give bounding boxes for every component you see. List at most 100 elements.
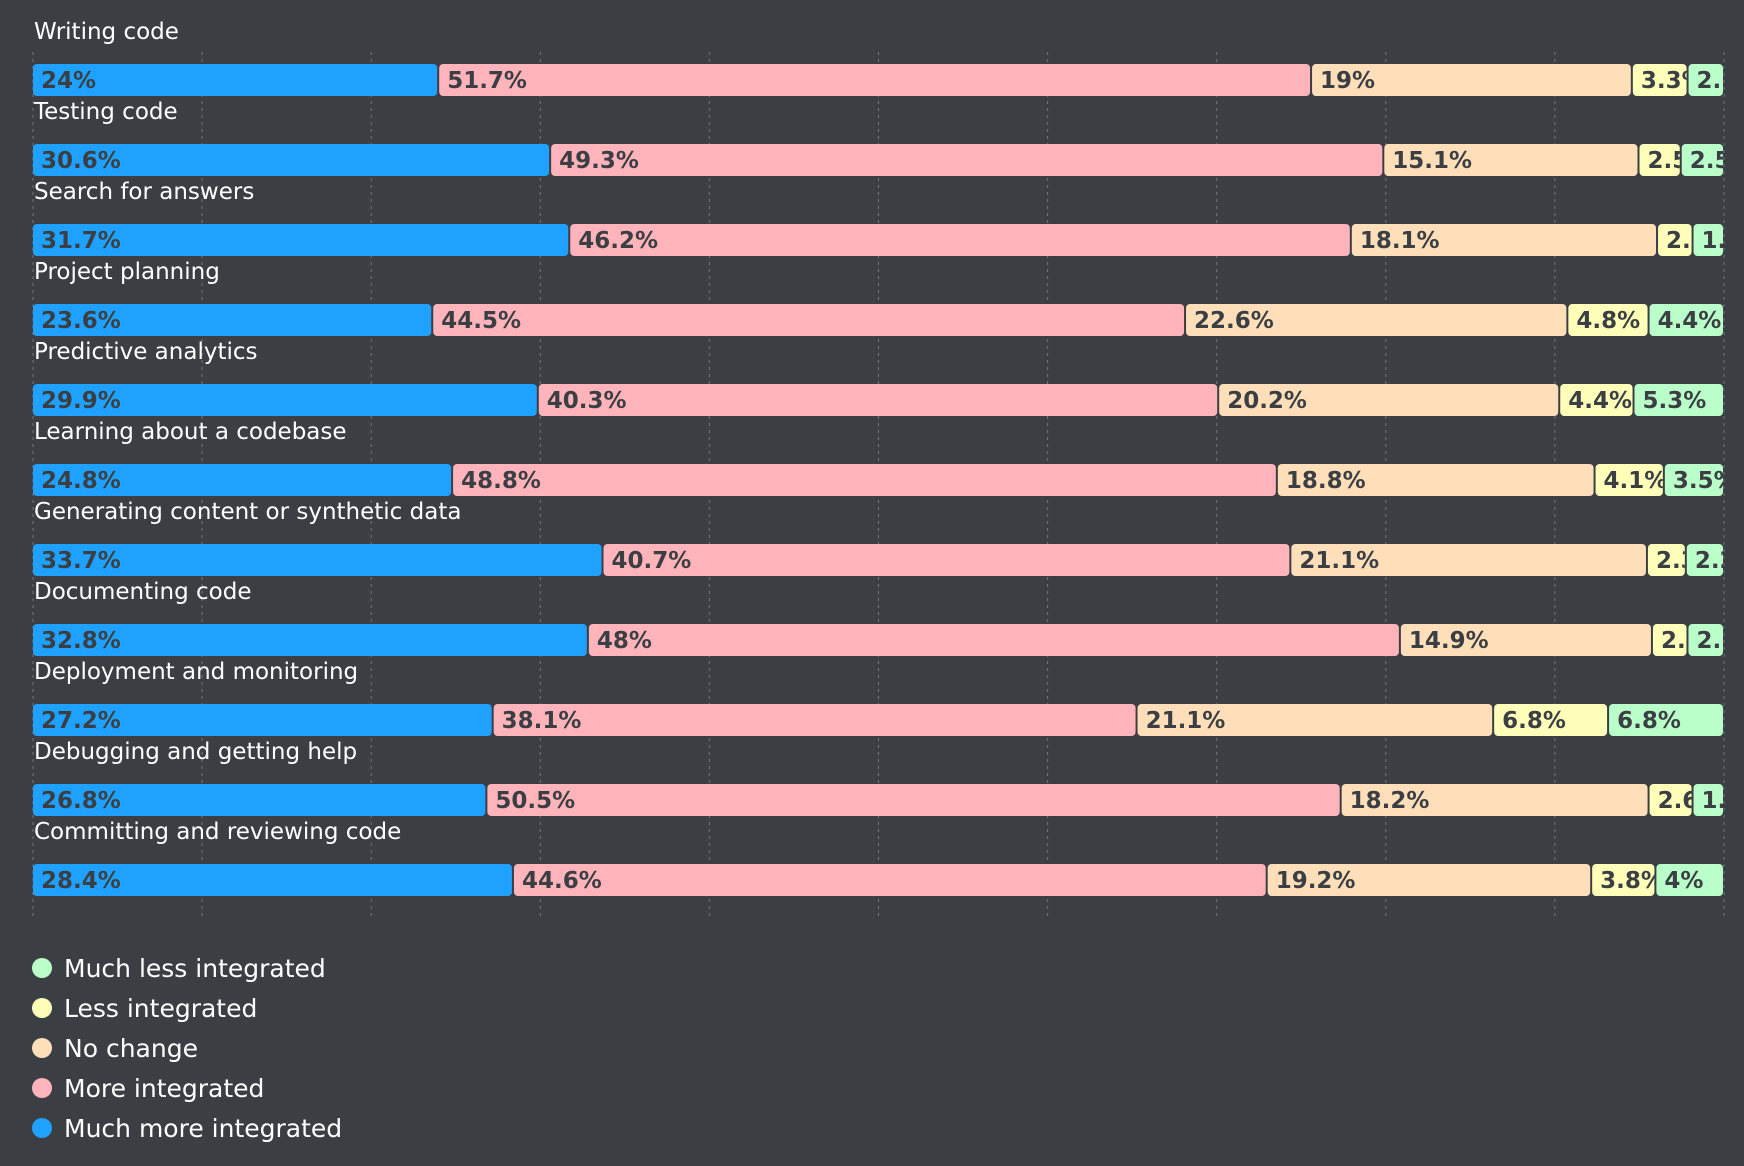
legend-swatch	[32, 958, 52, 978]
data-label: 1.8%	[1702, 788, 1744, 814]
data-label: 6.8%	[1502, 708, 1566, 734]
bar-segment	[33, 464, 452, 496]
data-label: 31.7%	[41, 228, 121, 254]
legend-swatch	[32, 1078, 52, 1098]
data-label: 23.6%	[41, 308, 121, 334]
bar-segment	[493, 704, 1136, 736]
bar-segment	[1267, 864, 1591, 896]
data-label: 19%	[1320, 68, 1375, 94]
data-label: 22.6%	[1194, 308, 1274, 334]
bar-segment	[33, 384, 537, 416]
legend-swatch	[32, 1118, 52, 1138]
data-label: 2.5%	[1690, 148, 1744, 174]
data-label: 4.4%	[1568, 388, 1632, 414]
data-label: 4.1%	[1604, 468, 1668, 494]
data-label: 3.8%	[1600, 868, 1664, 894]
bar-segment	[1592, 864, 1655, 896]
data-label: 2.1%	[1661, 628, 1725, 654]
data-label: 30.6%	[41, 148, 121, 174]
bar-segment	[1400, 624, 1651, 656]
bar-segment	[1693, 224, 1723, 256]
category-label: Committing and reviewing code	[34, 819, 401, 845]
legend-label: No change	[64, 1033, 198, 1063]
data-label: 18.2%	[1350, 788, 1430, 814]
data-label: 2.5%	[1648, 148, 1712, 174]
bar-segment	[1568, 304, 1648, 336]
data-label: 46.2%	[578, 228, 658, 254]
legend-item: More integrated	[32, 1068, 342, 1108]
bar-segment	[1560, 384, 1633, 416]
legend-label: Much more integrated	[64, 1113, 343, 1143]
bar-segment	[33, 224, 569, 256]
data-label: 24.8%	[41, 468, 121, 494]
category-label: Project planning	[34, 259, 220, 285]
data-label: 27.2%	[41, 708, 121, 734]
legend-label: More integrated	[64, 1073, 265, 1103]
bar-segment	[1312, 64, 1631, 96]
legend-swatch	[32, 1038, 52, 1058]
bar-segment	[570, 224, 1350, 256]
bar-segment	[1632, 64, 1687, 96]
data-label: 3.3%	[1641, 68, 1705, 94]
bar-segment	[551, 144, 1383, 176]
bar-segment	[1649, 784, 1692, 816]
bar-segment	[1647, 544, 1685, 576]
legend-item: No change	[32, 1028, 342, 1068]
legend-swatch	[32, 998, 52, 1018]
bar-segment	[433, 304, 1185, 336]
legend-item: Much less integrated	[32, 948, 342, 988]
bar-segment	[513, 864, 1266, 896]
bar-segment	[33, 624, 587, 656]
category-label: Learning about a codebase	[34, 419, 347, 445]
data-label: 48%	[597, 628, 652, 654]
bar-segment	[1609, 704, 1723, 736]
bar-segment	[1693, 784, 1723, 816]
bar-segment	[1688, 624, 1723, 656]
data-label: 20.2%	[1227, 388, 1307, 414]
bar-segment	[603, 544, 1290, 576]
category-label: Writing code	[34, 19, 179, 45]
legend-item: Less integrated	[32, 988, 342, 1028]
data-label: 1.8%	[1702, 228, 1744, 254]
category-label: Testing code	[33, 99, 178, 125]
data-label: 48.8%	[461, 468, 541, 494]
category-label: Documenting code	[34, 579, 252, 605]
bar-segment	[1595, 464, 1663, 496]
data-label: 4.8%	[1576, 308, 1640, 334]
data-label: 40.3%	[547, 388, 627, 414]
bar-segment	[33, 64, 438, 96]
data-label: 19.2%	[1276, 868, 1356, 894]
bar-segment	[1681, 144, 1723, 176]
data-label: 49.3%	[559, 148, 639, 174]
data-label: 15.1%	[1392, 148, 1472, 174]
data-label: 5.3%	[1643, 388, 1707, 414]
bar-segment	[33, 784, 486, 816]
bar-segment	[1341, 784, 1648, 816]
bar-segment	[1688, 64, 1723, 96]
bar-segment	[538, 384, 1218, 416]
bar-segment	[1658, 224, 1692, 256]
bar-segment	[1351, 224, 1657, 256]
legend-label: Less integrated	[64, 993, 258, 1023]
category-label: Search for answers	[34, 179, 254, 205]
data-label: 18.1%	[1360, 228, 1440, 254]
data-label: 2.2%	[1695, 548, 1744, 574]
bar-segment	[453, 464, 1276, 496]
data-label: 6.8%	[1617, 708, 1681, 734]
bar-segment	[1186, 304, 1567, 336]
bar-segment	[1277, 464, 1594, 496]
data-label: 29.9%	[41, 388, 121, 414]
bar-segment	[1137, 704, 1493, 736]
category-label: Predictive analytics	[34, 339, 258, 365]
bar-segment	[1649, 304, 1723, 336]
bar-segment	[1384, 144, 1638, 176]
bar-segment	[1656, 864, 1723, 896]
bar-segment	[1686, 544, 1723, 576]
data-label: 40.7%	[612, 548, 692, 574]
data-label: 44.6%	[522, 868, 602, 894]
bar-segment	[1639, 144, 1680, 176]
data-label: 38.1%	[502, 708, 582, 734]
bar-segment	[33, 704, 492, 736]
category-label: Debugging and getting help	[34, 739, 357, 765]
bar-segment	[33, 144, 550, 176]
